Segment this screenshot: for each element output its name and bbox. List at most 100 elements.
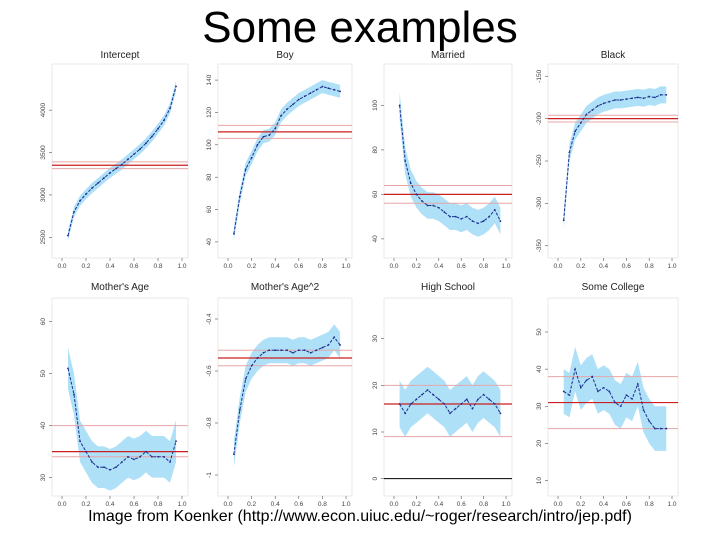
y-tick-label: 3000 bbox=[40, 187, 47, 202]
quantile-point bbox=[315, 88, 318, 91]
quantile-point bbox=[297, 98, 300, 101]
quantile-point bbox=[163, 119, 165, 122]
quantile-point bbox=[151, 455, 153, 458]
quantile-point bbox=[409, 403, 412, 405]
panel-frame bbox=[51, 297, 189, 497]
x-tick-label: 0.2 bbox=[412, 263, 421, 270]
x-tick-label: 0.2 bbox=[247, 501, 256, 508]
x-tick-label: 0.2 bbox=[81, 263, 90, 270]
quantile-point bbox=[97, 182, 99, 184]
quantile-point bbox=[339, 344, 341, 346]
x-tick-label: 0.0 bbox=[553, 263, 562, 270]
confidence-band bbox=[399, 366, 501, 437]
quantile-point bbox=[321, 346, 324, 349]
x-tick-label: 0.8 bbox=[645, 501, 654, 508]
x-tick-label: 1.0 bbox=[667, 501, 676, 508]
quantile-point bbox=[139, 455, 141, 458]
quantile-point bbox=[654, 427, 656, 430]
x-tick-label: 0.0 bbox=[57, 263, 66, 270]
quantile-point bbox=[625, 98, 628, 101]
quantile-point bbox=[339, 90, 341, 93]
quantile-point bbox=[309, 92, 312, 94]
quantile-point bbox=[169, 107, 171, 110]
quantile-point bbox=[591, 109, 594, 112]
x-tick-label: 0.6 bbox=[457, 501, 466, 508]
y-tick-label: -0.6 bbox=[206, 365, 213, 377]
quantile-point bbox=[333, 336, 336, 339]
confidence-band bbox=[563, 86, 667, 229]
y-tick-label: 40 bbox=[536, 365, 543, 373]
slide-title: Some examples bbox=[202, 3, 518, 52]
quantile-point bbox=[244, 377, 247, 380]
quantile-point bbox=[163, 455, 165, 458]
quantile-point bbox=[574, 130, 576, 133]
chart-panel: Mother's Age^2 -1 -0.8 -0.6 -0.4 0.0 0.2 0.4 0.6… bbox=[206, 282, 353, 508]
confidence-band bbox=[233, 324, 341, 468]
x-tick-label: 0.4 bbox=[271, 263, 280, 270]
x-tick-label: 0.8 bbox=[318, 263, 327, 270]
quantile-point bbox=[262, 351, 265, 354]
quantile-point bbox=[404, 160, 407, 162]
x-tick-label: 1.0 bbox=[667, 263, 676, 270]
quantile-point bbox=[454, 407, 457, 410]
x-tick-label: 0.8 bbox=[318, 501, 327, 508]
x-tick-label: 0.4 bbox=[105, 501, 114, 508]
quantile-point bbox=[280, 349, 282, 352]
quantile-point bbox=[465, 398, 468, 401]
quantile-point bbox=[415, 193, 418, 196]
x-tick-label: 0.6 bbox=[294, 263, 303, 270]
quantile-point bbox=[421, 200, 423, 202]
x-tick-label: 0.0 bbox=[223, 263, 232, 270]
quantile-point bbox=[139, 148, 141, 151]
quantile-point bbox=[426, 204, 429, 207]
quantile-point bbox=[432, 393, 435, 396]
quantile-point bbox=[409, 182, 412, 185]
y-tick-label: 10 bbox=[372, 428, 379, 436]
y-tick-label: 2500 bbox=[40, 230, 47, 245]
quantile-point bbox=[619, 405, 622, 408]
quantile-point bbox=[309, 351, 312, 354]
chart-panel: Boy 40 60 80 100 120 140 0.0 0.2 0.4 0.6 0.8 1.0 bbox=[206, 50, 353, 270]
y-tick-label: -350 bbox=[536, 239, 543, 252]
y-tick-label: 40 bbox=[372, 235, 379, 243]
chart-panel: Intercept 2500 3000 3500 4000 0.0 0.2 0.4 0.6 0.8… bbox=[40, 50, 189, 270]
x-tick-label: 1.0 bbox=[501, 263, 510, 270]
quantile-point bbox=[465, 215, 468, 218]
quantile-point bbox=[579, 121, 582, 124]
quantile-point bbox=[268, 134, 271, 137]
quantile-point bbox=[631, 97, 633, 100]
x-tick-label: 0.6 bbox=[294, 501, 303, 508]
quantile-point bbox=[256, 357, 259, 359]
quantile-point bbox=[477, 398, 479, 401]
x-tick-label: 0.4 bbox=[434, 501, 443, 508]
quantile-point bbox=[145, 450, 147, 453]
quantile-point bbox=[327, 344, 330, 346]
y-tick-label: 40 bbox=[206, 238, 213, 246]
chart-panel: Some College 10 20 30 40 50 0.0 0.2 0.4 0.6 0.8 1.0 bbox=[536, 282, 679, 508]
quantile-point bbox=[631, 397, 633, 400]
quantile-point bbox=[415, 398, 418, 401]
x-tick-label: 0.0 bbox=[389, 263, 398, 270]
quantile-point bbox=[91, 187, 93, 190]
y-tick-label: 60 bbox=[40, 318, 47, 326]
y-tick-label: 50 bbox=[40, 370, 47, 378]
quantile-point bbox=[597, 390, 599, 393]
y-tick-label: 4000 bbox=[40, 103, 47, 118]
quantile-point bbox=[437, 398, 440, 401]
x-tick-label: 0.6 bbox=[129, 263, 138, 270]
quantile-point bbox=[499, 412, 502, 415]
quantile-point bbox=[499, 220, 502, 222]
quantile-point bbox=[133, 458, 135, 461]
quantile-point bbox=[297, 349, 300, 352]
quantile-point bbox=[608, 100, 611, 103]
quantile-point bbox=[471, 407, 474, 410]
quantile-point bbox=[85, 193, 87, 195]
x-tick-label: 0.4 bbox=[271, 501, 280, 508]
quantile-point bbox=[443, 403, 446, 405]
quantile-point bbox=[482, 393, 485, 396]
x-tick-label: 0.4 bbox=[434, 263, 443, 270]
quantile-point bbox=[103, 466, 105, 469]
quantile-point bbox=[602, 386, 605, 389]
quantile-point bbox=[103, 177, 105, 179]
quantile-point bbox=[562, 390, 565, 393]
